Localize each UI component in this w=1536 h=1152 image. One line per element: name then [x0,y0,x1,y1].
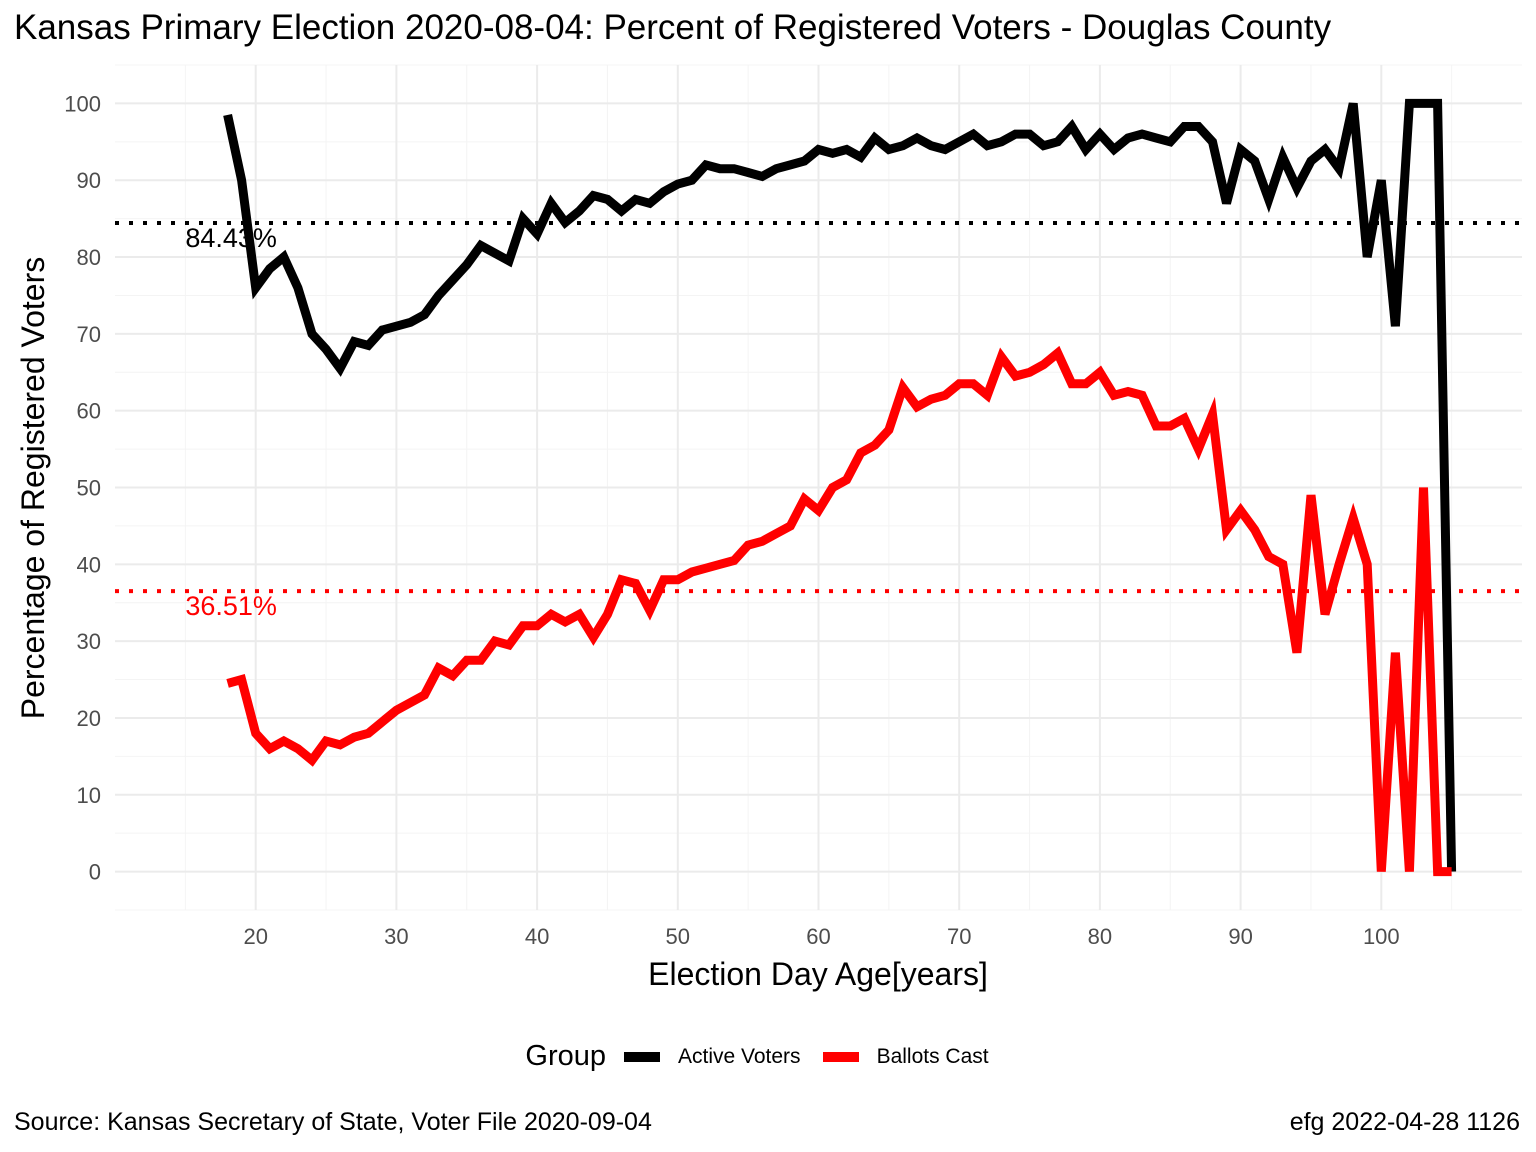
x-tick-label: 40 [525,924,549,949]
tick-labels: 20 30 40 50 60 70 80 90 100 0 10 20 30 40 50 60 70 80 90 10… [64,91,1399,949]
reference-line-label-1: 36.51% [185,591,277,621]
chart-title: Kansas Primary Election 2020-08-04: Perc… [14,8,1332,47]
y-tick-label: 50 [77,476,101,501]
y-axis-title: Percentage of Registered Voters [15,257,51,720]
x-tick-label: 20 [243,924,267,949]
legend-label-active-voters: Active Voters [678,1044,801,1068]
x-tick-label: 80 [1088,924,1112,949]
y-tick-label: 40 [77,552,101,577]
y-tick-label: 0 [89,860,101,885]
y-tick-label: 90 [77,168,101,193]
source-caption: Source: Kansas Secretary of State, Voter… [14,1108,652,1136]
y-tick-label: 80 [77,245,101,270]
legend-item-active-voters: Active Voters [624,1045,801,1069]
x-tick-label: 90 [1228,924,1252,949]
y-tick-label: 20 [77,706,101,731]
credit-caption: efg 2022-04-28 1126 [1289,1108,1520,1136]
series-lines: 84.43% 36.51% [185,98,1457,877]
legend: Group Active Voters Ballots Cast [0,1040,1536,1073]
series-line-ballots-cast [226,345,1452,877]
y-tick-label: 10 [77,783,101,808]
x-tick-label: 30 [384,924,408,949]
grid-layer [115,64,1522,911]
legend-key-active-voters [624,1051,660,1062]
x-tick-label: 60 [806,924,830,949]
x-tick-label: 100 [1363,924,1400,949]
y-tick-label: 70 [77,322,101,347]
legend-item-ballots-cast: Ballots Cast [822,1044,989,1069]
reference-lines [115,221,1522,594]
x-tick-label: 50 [666,924,690,949]
y-tick-label: 30 [77,629,101,654]
x-axis-title: Election Day Age[years] [648,956,988,992]
y-tick-label: 60 [77,399,101,424]
reference-line-label-0: 84.43% [185,223,277,253]
legend-key-ballots-cast [822,1051,859,1062]
x-tick-label: 70 [947,924,971,949]
legend-label-ballots-cast: Ballots Cast [876,1044,989,1068]
y-tick-label: 100 [64,91,101,116]
series-line-active-voters [223,98,1457,872]
legend-title: Group [525,1040,606,1072]
